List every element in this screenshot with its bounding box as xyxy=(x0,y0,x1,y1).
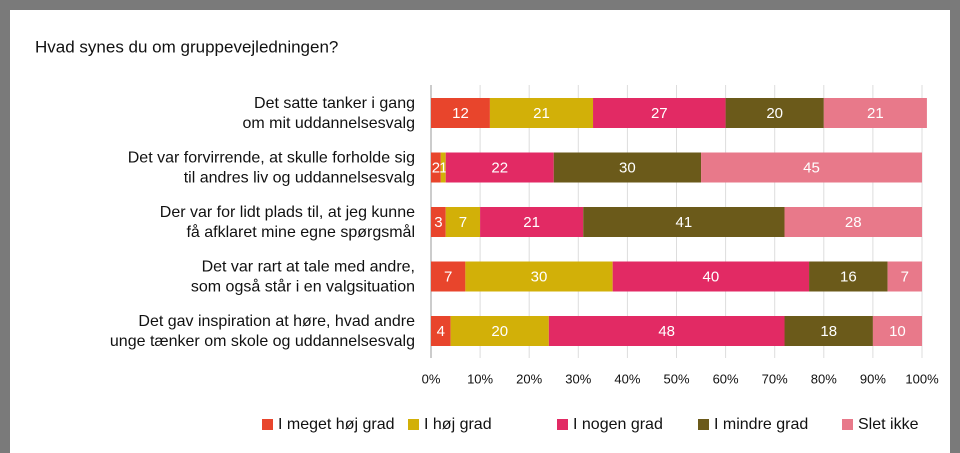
x-tick-label: 30% xyxy=(565,371,591,386)
category-label: Det gav inspiration at høre, hvad andre xyxy=(138,313,415,330)
data-label: 21 xyxy=(533,105,550,122)
category-label: som også står i en valgsituation xyxy=(191,278,415,296)
data-label: 18 xyxy=(820,323,837,340)
data-label: 10 xyxy=(889,323,906,340)
x-tick-label: 20% xyxy=(516,371,542,386)
bar-segment xyxy=(450,316,549,346)
x-tick-label: 60% xyxy=(713,371,739,386)
x-tick-label: 100% xyxy=(905,371,939,386)
data-label: 1 xyxy=(439,159,447,176)
data-label: 41 xyxy=(676,214,693,231)
category-label: unge tænker om skole og uddannelsesvalg xyxy=(110,333,415,350)
legend-label: I høj grad xyxy=(424,416,492,433)
data-label: 3 xyxy=(434,214,442,231)
data-label: 30 xyxy=(619,159,636,176)
bar-segment xyxy=(480,207,584,237)
data-label: 27 xyxy=(651,105,668,122)
bar-segment xyxy=(431,316,451,346)
data-label: 30 xyxy=(531,268,548,285)
data-label: 21 xyxy=(867,105,884,122)
bar-segment xyxy=(445,207,481,237)
legend-swatch xyxy=(698,419,709,430)
legend-swatch xyxy=(408,419,419,430)
bar-segment xyxy=(445,152,554,183)
bar-segment xyxy=(583,207,785,237)
data-label: 2 xyxy=(432,159,440,176)
data-label: 22 xyxy=(491,159,508,176)
bar-segment xyxy=(887,261,922,292)
data-label: 7 xyxy=(459,214,467,231)
x-tick-label: 50% xyxy=(663,371,689,386)
bar-segment xyxy=(725,98,824,128)
data-label: 21 xyxy=(523,214,540,231)
bar-segment xyxy=(872,316,922,346)
legend-label: I meget høj grad xyxy=(278,416,395,433)
data-label: 28 xyxy=(845,214,862,231)
bar-segment xyxy=(612,261,810,292)
bar-segment xyxy=(823,98,927,128)
chart-title: Hvad synes du om gruppevejledningen? xyxy=(35,37,338,56)
bar-segment xyxy=(701,152,922,183)
bar-segment xyxy=(431,261,466,292)
legend-label: I nogen grad xyxy=(573,416,663,433)
x-tick-label: 80% xyxy=(811,371,837,386)
category-label: Der var for lidt plads til, at jeg kunne xyxy=(160,204,415,221)
legend-label: Slet ikke xyxy=(858,416,919,433)
data-label: 7 xyxy=(901,268,909,285)
legend-swatch xyxy=(842,419,853,430)
x-tick-label: 10% xyxy=(467,371,493,386)
bar-segment xyxy=(809,261,888,292)
x-tick-label: 0% xyxy=(422,371,441,386)
data-label: 4 xyxy=(437,323,445,340)
legend-label: I mindre grad xyxy=(714,416,808,433)
bar-segment xyxy=(431,98,490,128)
data-label: 20 xyxy=(491,323,508,340)
category-label: til andres liv og uddannelsesvalg xyxy=(184,170,415,187)
bar-segment xyxy=(593,98,726,128)
x-tick-label: 70% xyxy=(762,371,788,386)
data-label: 12 xyxy=(452,105,469,122)
category-label: Det satte tanker i gang xyxy=(254,95,415,112)
category-label: om mit uddannelsesvalg xyxy=(242,115,415,132)
category-label: Det var forvirrende, at skulle forholde … xyxy=(128,150,415,167)
legend-swatch xyxy=(262,419,273,430)
data-label: 45 xyxy=(803,159,820,176)
category-label: få afklaret mine egne spørgsmål xyxy=(186,223,415,241)
bar-segment xyxy=(465,261,613,292)
category-label: Det var rart at tale med andre, xyxy=(202,259,415,276)
data-label: 40 xyxy=(703,268,720,285)
data-label: 48 xyxy=(658,323,675,340)
data-label: 7 xyxy=(444,268,452,285)
bar-segment xyxy=(431,207,446,237)
bar-segment xyxy=(784,316,873,346)
bar-segment xyxy=(548,316,785,346)
x-tick-label: 40% xyxy=(614,371,640,386)
data-label: 20 xyxy=(766,105,783,122)
bar-segment xyxy=(431,152,441,183)
bar-segment xyxy=(553,152,702,183)
data-label: 16 xyxy=(840,268,857,285)
bar-segment xyxy=(489,98,594,128)
legend-swatch xyxy=(557,419,568,430)
x-tick-label: 90% xyxy=(860,371,886,386)
bar-segment xyxy=(784,207,922,237)
bar-segment xyxy=(440,152,446,183)
